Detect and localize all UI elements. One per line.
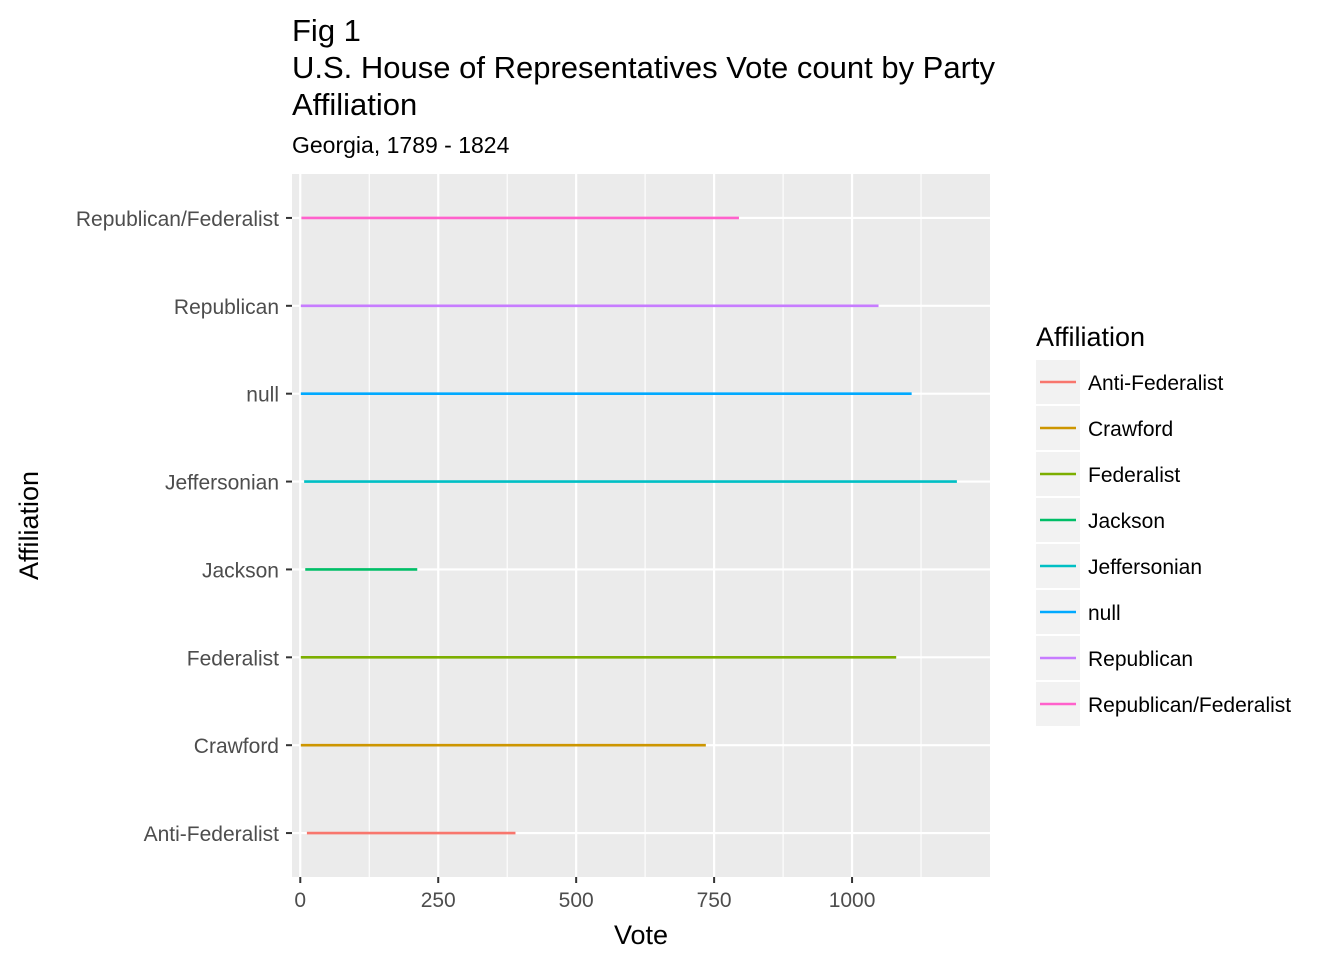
legend-label: Anti-Federalist [1088,372,1224,395]
x-tick-label: 0 [294,889,306,912]
x-axis: 0 250 500 750 1000 [294,877,875,912]
legend-label: Republican [1088,648,1193,671]
y-axis: Anti-Federalist Crawford Federalist Jackson… [76,208,292,846]
legend-label: null [1088,602,1121,625]
legend-label: Jackson [1088,510,1165,533]
y-axis-title: Affiliation [14,471,44,580]
chart-subtitle: Georgia, 1789 - 1824 [292,132,510,158]
y-tick-label: Jackson [202,559,279,582]
chart-titles: Fig 1 U.S. House of Representatives Vote… [292,12,995,159]
legend-label: Federalist [1088,464,1180,487]
y-tick-label: Crawford [194,735,279,758]
x-tick-label: 1000 [829,889,876,912]
x-tick-label: 750 [697,889,732,912]
y-tick-label: Republican [174,296,279,319]
legend: Affiliation Anti-Federalist Crawford Feder… [1036,322,1291,726]
legend-title: Affiliation [1036,322,1145,352]
y-tick-label: Jeffersonian [165,472,279,495]
legend-label: Jeffersonian [1088,556,1202,579]
y-tick-label: Federalist [187,647,279,670]
x-axis-title: Vote [614,920,668,950]
chart-title-line-1: Fig 1 [292,13,361,48]
y-tick-label: Republican/Federalist [76,208,279,231]
x-tick-label: 500 [559,889,594,912]
chart-title-line-2: U.S. House of Representatives Vote count… [292,50,996,85]
minor-gridlines [368,174,922,877]
legend-label: Republican/Federalist [1088,694,1291,717]
x-tick-label: 250 [421,889,456,912]
series-lines [300,216,957,835]
chart-title-line-3: Affiliation [292,87,418,122]
y-tick-label: null [246,384,279,407]
y-tick-label: Anti-Federalist [144,823,280,846]
plot-panel [292,174,990,877]
legend-label: Crawford [1088,418,1173,441]
